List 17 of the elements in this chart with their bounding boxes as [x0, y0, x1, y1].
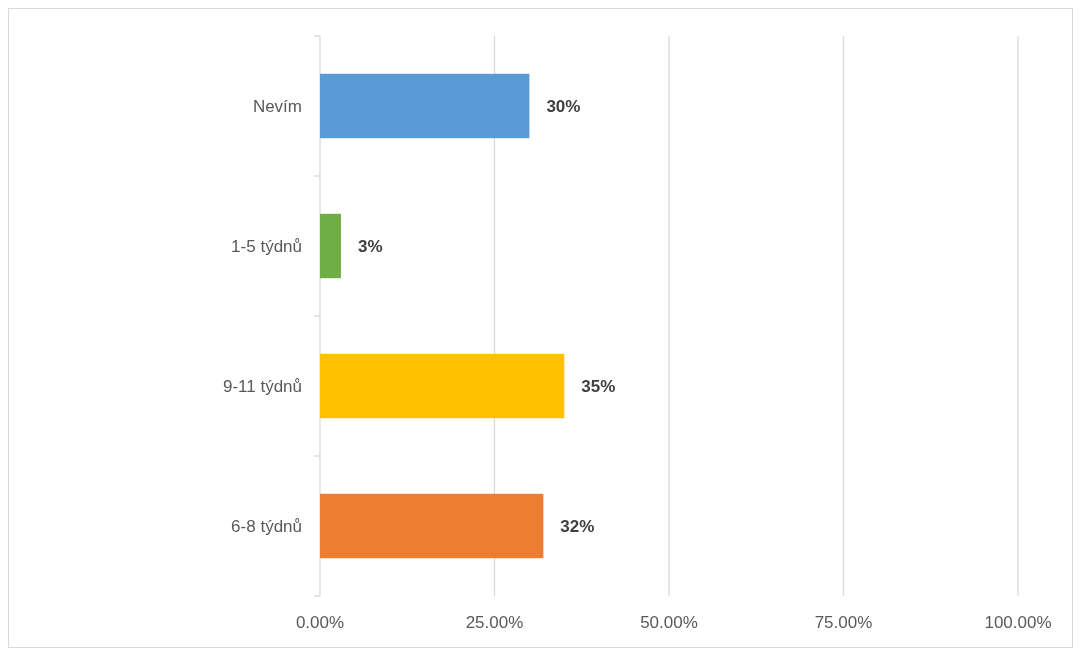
data-label: 32%: [560, 516, 595, 536]
data-label: 35%: [581, 376, 616, 396]
x-tick-label: 0.00%: [295, 613, 345, 632]
x-tick-label: 50.00%: [640, 613, 698, 632]
y-tick-label: Nevím: [252, 96, 302, 116]
bar: [320, 213, 341, 279]
y-tick-label: 6-8 týdnů: [231, 516, 302, 536]
bar: [320, 73, 530, 139]
bar: [320, 353, 565, 419]
x-tick-label: 25.00%: [465, 613, 524, 632]
y-tick-label: 1-5 týdnů: [231, 236, 302, 256]
bar: [320, 493, 544, 559]
data-label: 3%: [357, 236, 383, 256]
y-tick-label: 9-11 týdnů: [222, 376, 302, 396]
x-tick-label: 100.00%: [984, 613, 1052, 632]
data-label: 30%: [546, 96, 581, 116]
x-tick-label: 75.00%: [814, 613, 873, 632]
